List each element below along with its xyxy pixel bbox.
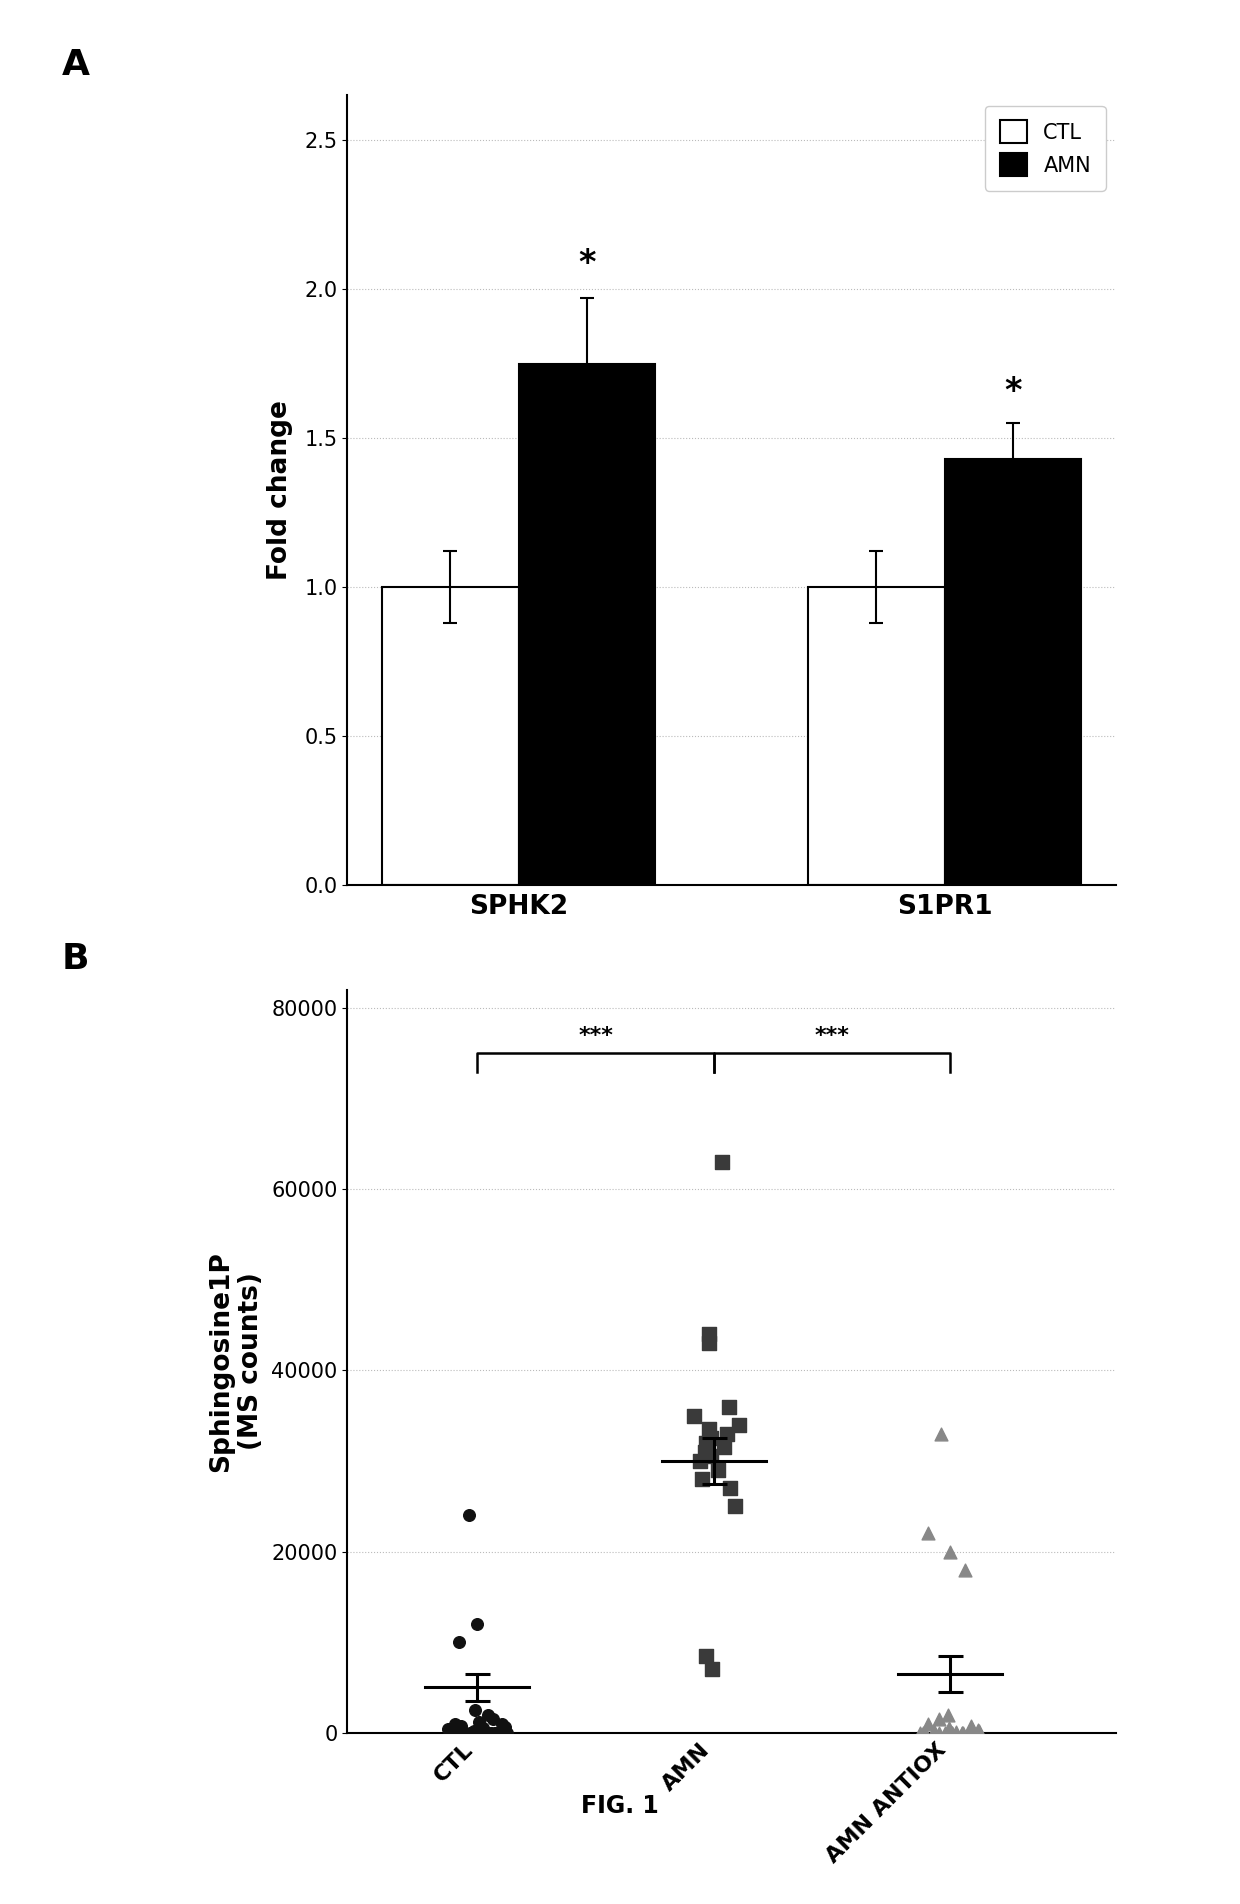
Point	[703, 1655, 723, 1685]
Point	[946, 1717, 966, 1748]
Bar	[382, 586, 518, 885]
Point	[454, 1717, 474, 1748]
Point	[935, 1717, 955, 1748]
Text: *: *	[1004, 375, 1022, 407]
Point	[708, 1455, 728, 1485]
Point	[477, 1698, 497, 1729]
Y-axis label: Fold change: Fold change	[268, 400, 293, 581]
Point	[952, 1717, 972, 1748]
Point	[729, 1409, 749, 1439]
Point	[469, 1706, 489, 1736]
Point	[692, 1464, 712, 1495]
Point	[497, 1717, 517, 1748]
Point	[482, 1704, 502, 1735]
Point	[720, 1474, 740, 1504]
Point	[467, 1717, 487, 1748]
Point	[699, 1319, 719, 1350]
Point	[691, 1445, 711, 1476]
Point	[939, 1698, 959, 1729]
Point	[465, 1716, 485, 1746]
Point	[962, 1714, 982, 1744]
Point	[467, 1717, 487, 1748]
Point	[470, 1717, 490, 1748]
Point	[451, 1712, 471, 1742]
Point	[968, 1717, 988, 1748]
Point	[492, 1717, 512, 1748]
Point	[712, 1146, 732, 1177]
Point	[481, 1717, 501, 1748]
Point	[929, 1704, 949, 1735]
Point	[952, 1717, 972, 1748]
Point	[474, 1714, 494, 1744]
Text: ***: ***	[578, 1026, 613, 1045]
Point	[718, 1418, 738, 1449]
Point	[913, 1717, 932, 1748]
Point	[701, 1441, 720, 1472]
Bar	[945, 459, 1081, 885]
Point	[719, 1392, 739, 1422]
Point	[970, 1716, 990, 1746]
Point	[915, 1717, 935, 1748]
Point	[494, 1716, 513, 1746]
Text: A: A	[62, 48, 91, 82]
Point	[924, 1716, 944, 1746]
Point	[465, 1695, 485, 1725]
Legend: CTL, AMN: CTL, AMN	[985, 105, 1106, 190]
Point	[696, 1428, 715, 1458]
Point	[441, 1717, 461, 1748]
Point	[931, 1418, 951, 1449]
Point	[449, 1626, 469, 1656]
Point	[460, 1717, 480, 1748]
Point	[445, 1708, 465, 1738]
Point	[910, 1717, 930, 1748]
Point	[699, 1327, 719, 1358]
Point	[450, 1716, 470, 1746]
Bar	[808, 586, 945, 885]
Point	[954, 1717, 973, 1748]
Y-axis label: Sphingosine1P
(MS counts): Sphingosine1P (MS counts)	[208, 1251, 264, 1472]
Point	[918, 1517, 937, 1548]
Point	[460, 1500, 480, 1531]
Point	[955, 1554, 975, 1584]
Point	[942, 1717, 962, 1748]
Point	[438, 1714, 458, 1744]
Point	[940, 1537, 960, 1567]
Point	[453, 1717, 472, 1748]
Point	[939, 1714, 959, 1744]
Point	[696, 1641, 715, 1672]
Point	[724, 1491, 744, 1521]
Point	[479, 1717, 498, 1748]
Point	[495, 1712, 515, 1742]
Point	[694, 1438, 714, 1468]
Point	[684, 1401, 704, 1432]
Point	[702, 1422, 722, 1453]
Bar	[518, 364, 655, 885]
Point	[713, 1432, 733, 1462]
Point	[441, 1717, 461, 1748]
Point	[968, 1716, 988, 1746]
Text: B: B	[62, 942, 89, 977]
Point	[470, 1710, 490, 1740]
Point	[929, 1717, 949, 1748]
Point	[466, 1609, 486, 1639]
Text: ***: ***	[815, 1026, 849, 1045]
Point	[492, 1710, 512, 1740]
Point	[961, 1712, 981, 1742]
Point	[486, 1717, 506, 1748]
Point	[464, 1717, 484, 1748]
Text: *: *	[578, 248, 595, 280]
Point	[698, 1415, 718, 1445]
Point	[918, 1708, 937, 1738]
Text: FIG. 1: FIG. 1	[582, 1794, 658, 1818]
Point	[440, 1717, 460, 1748]
Point	[485, 1717, 505, 1748]
Point	[942, 1717, 962, 1748]
